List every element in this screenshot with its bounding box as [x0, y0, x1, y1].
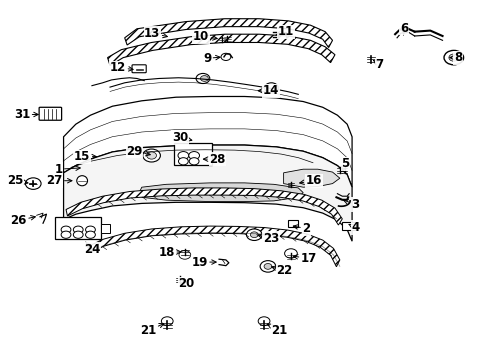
Text: 22: 22: [271, 264, 292, 277]
Text: 18: 18: [159, 246, 181, 258]
Polygon shape: [107, 34, 334, 66]
Text: 27: 27: [46, 174, 72, 187]
Text: 30: 30: [172, 131, 191, 144]
Circle shape: [85, 226, 95, 233]
Circle shape: [85, 231, 95, 238]
Circle shape: [448, 54, 458, 61]
Bar: [55, 217, 101, 239]
Circle shape: [221, 53, 230, 60]
Circle shape: [264, 264, 271, 269]
Text: 25: 25: [7, 174, 28, 187]
Text: 12: 12: [110, 61, 133, 74]
Bar: [342, 222, 354, 230]
Text: 26: 26: [11, 214, 35, 227]
Polygon shape: [63, 96, 351, 187]
Ellipse shape: [77, 176, 87, 186]
Circle shape: [284, 249, 297, 258]
Bar: [287, 220, 298, 227]
Circle shape: [25, 178, 41, 189]
Text: 29: 29: [126, 145, 150, 158]
FancyBboxPatch shape: [132, 65, 146, 73]
Text: 20: 20: [178, 277, 194, 290]
Text: 17: 17: [293, 252, 316, 265]
Circle shape: [178, 158, 188, 165]
Text: 28: 28: [203, 153, 225, 166]
Text: 7: 7: [373, 58, 383, 71]
Text: 5: 5: [341, 157, 349, 171]
Circle shape: [61, 226, 71, 233]
Text: 13: 13: [144, 27, 167, 40]
Text: 14: 14: [258, 84, 279, 97]
Circle shape: [179, 251, 190, 259]
Text: 21: 21: [140, 324, 163, 337]
Text: 1: 1: [54, 163, 80, 176]
Text: 23: 23: [258, 232, 279, 245]
Text: 8: 8: [449, 51, 461, 64]
Polygon shape: [88, 226, 339, 267]
Circle shape: [443, 50, 463, 65]
Circle shape: [142, 149, 160, 162]
Text: 16: 16: [299, 174, 321, 187]
Bar: [101, 224, 110, 233]
Bar: [173, 143, 211, 165]
Circle shape: [189, 158, 199, 165]
Text: 10: 10: [193, 30, 217, 43]
Text: 9: 9: [203, 52, 220, 65]
FancyBboxPatch shape: [39, 107, 61, 120]
Circle shape: [260, 261, 275, 272]
Text: 4: 4: [348, 221, 359, 234]
Circle shape: [73, 231, 83, 238]
Circle shape: [161, 317, 173, 325]
Text: 31: 31: [14, 108, 38, 121]
Polygon shape: [283, 169, 339, 187]
Circle shape: [188, 152, 199, 159]
Text: 3: 3: [343, 198, 359, 211]
Polygon shape: [63, 145, 351, 241]
Circle shape: [200, 76, 208, 81]
Text: 15: 15: [74, 150, 96, 163]
Circle shape: [246, 229, 262, 240]
Text: 6: 6: [399, 22, 407, 35]
Polygon shape: [66, 188, 342, 225]
Circle shape: [250, 232, 258, 238]
Text: 2: 2: [293, 222, 310, 235]
Circle shape: [178, 152, 188, 159]
Text: 19: 19: [191, 256, 216, 269]
Circle shape: [196, 73, 209, 84]
Circle shape: [258, 317, 269, 325]
Polygon shape: [139, 183, 303, 202]
Text: 11: 11: [275, 25, 293, 38]
Circle shape: [264, 83, 278, 93]
Circle shape: [73, 226, 83, 233]
Circle shape: [146, 152, 156, 159]
Text: 21: 21: [267, 324, 287, 337]
Polygon shape: [124, 19, 332, 48]
Circle shape: [61, 231, 71, 238]
Text: 24: 24: [84, 242, 100, 256]
